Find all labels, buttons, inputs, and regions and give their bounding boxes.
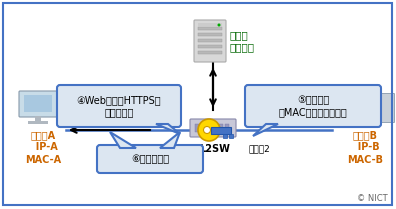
FancyBboxPatch shape [57, 93, 72, 122]
Bar [198, 45, 222, 48]
FancyBboxPatch shape [341, 91, 379, 117]
FancyBboxPatch shape [379, 93, 394, 122]
Text: ホストA
  IP-A
MAC-A: ホストA IP-A MAC-A [25, 130, 61, 165]
Text: ⑤認証成功
（MACアドレス情報）: ⑤認証成功 （MACアドレス情報） [279, 95, 347, 117]
Bar [213, 124, 217, 132]
Polygon shape [110, 132, 136, 148]
Bar [198, 27, 222, 30]
Text: ホストB
  IP-B
MAC-B: ホストB IP-B MAC-B [347, 130, 383, 165]
FancyBboxPatch shape [57, 85, 181, 127]
Bar [28, 121, 48, 124]
Polygon shape [156, 124, 180, 134]
Text: © NICT: © NICT [357, 194, 388, 203]
Text: ポート1: ポート1 [164, 144, 186, 153]
Circle shape [204, 126, 211, 134]
Bar [357, 116, 363, 121]
Bar [195, 124, 199, 132]
Bar [211, 127, 231, 134]
Bar [350, 121, 370, 124]
FancyBboxPatch shape [245, 85, 381, 127]
Bar [207, 124, 211, 132]
Bar [198, 23, 222, 26]
FancyBboxPatch shape [19, 91, 57, 117]
Bar [24, 95, 52, 112]
Bar [346, 95, 374, 112]
Text: L2SW: L2SW [200, 144, 230, 154]
Bar [198, 51, 222, 54]
Bar [201, 124, 205, 132]
Bar [198, 39, 222, 42]
Polygon shape [253, 124, 278, 136]
FancyBboxPatch shape [190, 119, 236, 137]
Bar [225, 124, 229, 132]
Circle shape [198, 119, 220, 141]
Bar [198, 33, 222, 36]
Bar [35, 116, 41, 121]
Bar [229, 134, 233, 138]
FancyBboxPatch shape [97, 145, 203, 173]
Text: ポート2: ポート2 [248, 144, 270, 153]
Polygon shape [160, 132, 180, 148]
Bar [223, 134, 227, 138]
FancyBboxPatch shape [194, 20, 226, 62]
Bar [219, 124, 223, 132]
Text: ⑥共通鍵配布: ⑥共通鍵配布 [131, 154, 169, 164]
Circle shape [217, 23, 221, 27]
Text: ④Web認証（HTTPS、
固定経路）: ④Web認証（HTTPS、 固定経路） [77, 95, 161, 117]
Text: 量子鍵
配送装置: 量子鍵 配送装置 [229, 30, 254, 52]
